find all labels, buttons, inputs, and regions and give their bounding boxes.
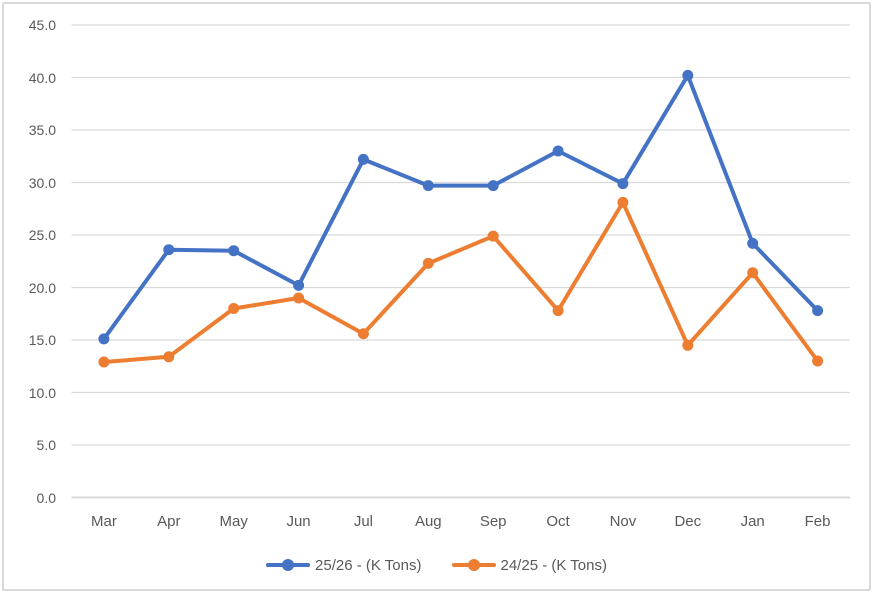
x-tick-label: Aug — [414, 513, 442, 530]
y-tick-label: 15.0 — [28, 332, 56, 348]
legend-item-0: 25/26 - (K Tons) — [266, 556, 422, 574]
x-tick-label: Apr — [157, 513, 181, 530]
data-point — [617, 196, 629, 208]
data-point — [812, 355, 824, 367]
data-point — [747, 237, 759, 249]
data-point — [163, 244, 175, 256]
x-tick-label: Sep — [479, 513, 507, 530]
y-tick-label: 45.0 — [28, 17, 56, 33]
x-tick-label: Jan — [740, 513, 765, 530]
x-tick-label: Mar — [91, 513, 117, 530]
legend-line-marker-icon — [266, 559, 311, 571]
y-tick-label: 30.0 — [28, 174, 56, 191]
x-tick-label: Oct — [546, 513, 570, 530]
data-point — [98, 333, 110, 345]
y-tick-label: 20.0 — [28, 279, 56, 296]
data-point — [552, 305, 564, 317]
data-point — [812, 305, 824, 317]
data-point — [422, 257, 434, 269]
data-point — [228, 245, 240, 257]
legend-item-1: 24/25 - (K Tons) — [451, 556, 607, 574]
x-tick-label: Jul — [353, 513, 374, 530]
data-point — [487, 230, 499, 242]
legend-label: 24/25 - (K Tons) — [500, 556, 607, 574]
y-tick-label: 35.0 — [28, 122, 56, 138]
data-point — [293, 279, 305, 291]
data-point — [293, 292, 305, 304]
series-line-0 — [101, 73, 820, 341]
legend: 25/26 - (K Tons) 24/25 - (K Tons) — [4, 552, 869, 578]
legend-line-marker-icon — [451, 559, 496, 571]
data-point — [487, 180, 499, 192]
x-tick-label: Feb — [804, 513, 831, 530]
legend-label: 25/26 - (K Tons) — [315, 556, 422, 574]
data-point — [357, 328, 369, 340]
data-point — [228, 303, 240, 314]
series-line-1 — [101, 200, 820, 364]
y-tick-label: 40.0 — [28, 69, 56, 86]
plot-area — [71, 24, 850, 499]
y-tick-label: 5.0 — [36, 437, 56, 453]
data-point — [682, 339, 694, 351]
data-point — [163, 351, 175, 363]
x-tick-label: Jun — [286, 513, 311, 530]
data-point — [617, 178, 629, 190]
data-point — [422, 180, 434, 192]
y-tick-label: 25.0 — [28, 227, 56, 243]
x-tick-label: Nov — [609, 513, 637, 530]
data-point — [682, 69, 694, 81]
data-point — [357, 153, 369, 165]
data-point — [98, 356, 110, 368]
x-tick-label: May — [219, 513, 248, 530]
data-point — [747, 267, 759, 279]
x-tick-label: Dec — [674, 513, 702, 530]
y-tick-label: 10.0 — [28, 384, 56, 401]
y-tick-label: 0.0 — [36, 489, 56, 506]
data-point — [552, 145, 564, 157]
